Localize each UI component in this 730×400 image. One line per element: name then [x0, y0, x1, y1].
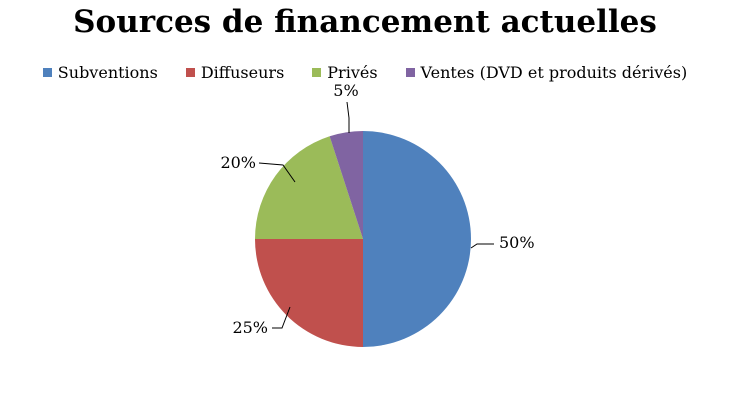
legend-label-diffuseurs: Diffuseurs [200, 63, 285, 82]
data-label-3: 5% [333, 81, 358, 100]
legend-item-ventes: Ventes (DVD et produits dérivés) [405, 63, 688, 82]
legend-item-diffuseurs: Diffuseurs [185, 63, 285, 82]
legend-swatch-diffuseurs [185, 68, 195, 77]
data-label-2: 20% [220, 153, 256, 172]
legend-swatch-ventes [405, 68, 415, 77]
legend-swatch-prives [312, 68, 322, 77]
leader-line-3 [346, 101, 350, 133]
legend-item-subventions: Subventions [42, 63, 158, 82]
pie-slice-3 [329, 131, 363, 239]
pie-slice-1 [255, 239, 363, 347]
data-label-0: 50% [499, 233, 535, 252]
legend-item-prives: Privés [312, 63, 378, 82]
data-label-1: 25% [232, 318, 268, 337]
legend-label-prives: Privés [327, 63, 378, 82]
legend-swatch-subventions [42, 68, 52, 77]
chart-title: Sources de financement actuelles [73, 4, 657, 40]
legend-label-subventions: Subventions [57, 63, 158, 82]
legend: Subventions Diffuseurs Privés Ventes (DV… [0, 63, 730, 82]
leader-line-1 [272, 306, 291, 329]
pie-slice-2 [255, 136, 363, 239]
leader-line-0 [470, 243, 494, 249]
pie-slice-0 [363, 131, 471, 347]
leader-line-2 [258, 162, 296, 183]
legend-label-ventes: Ventes (DVD et produits dérivés) [420, 63, 688, 82]
